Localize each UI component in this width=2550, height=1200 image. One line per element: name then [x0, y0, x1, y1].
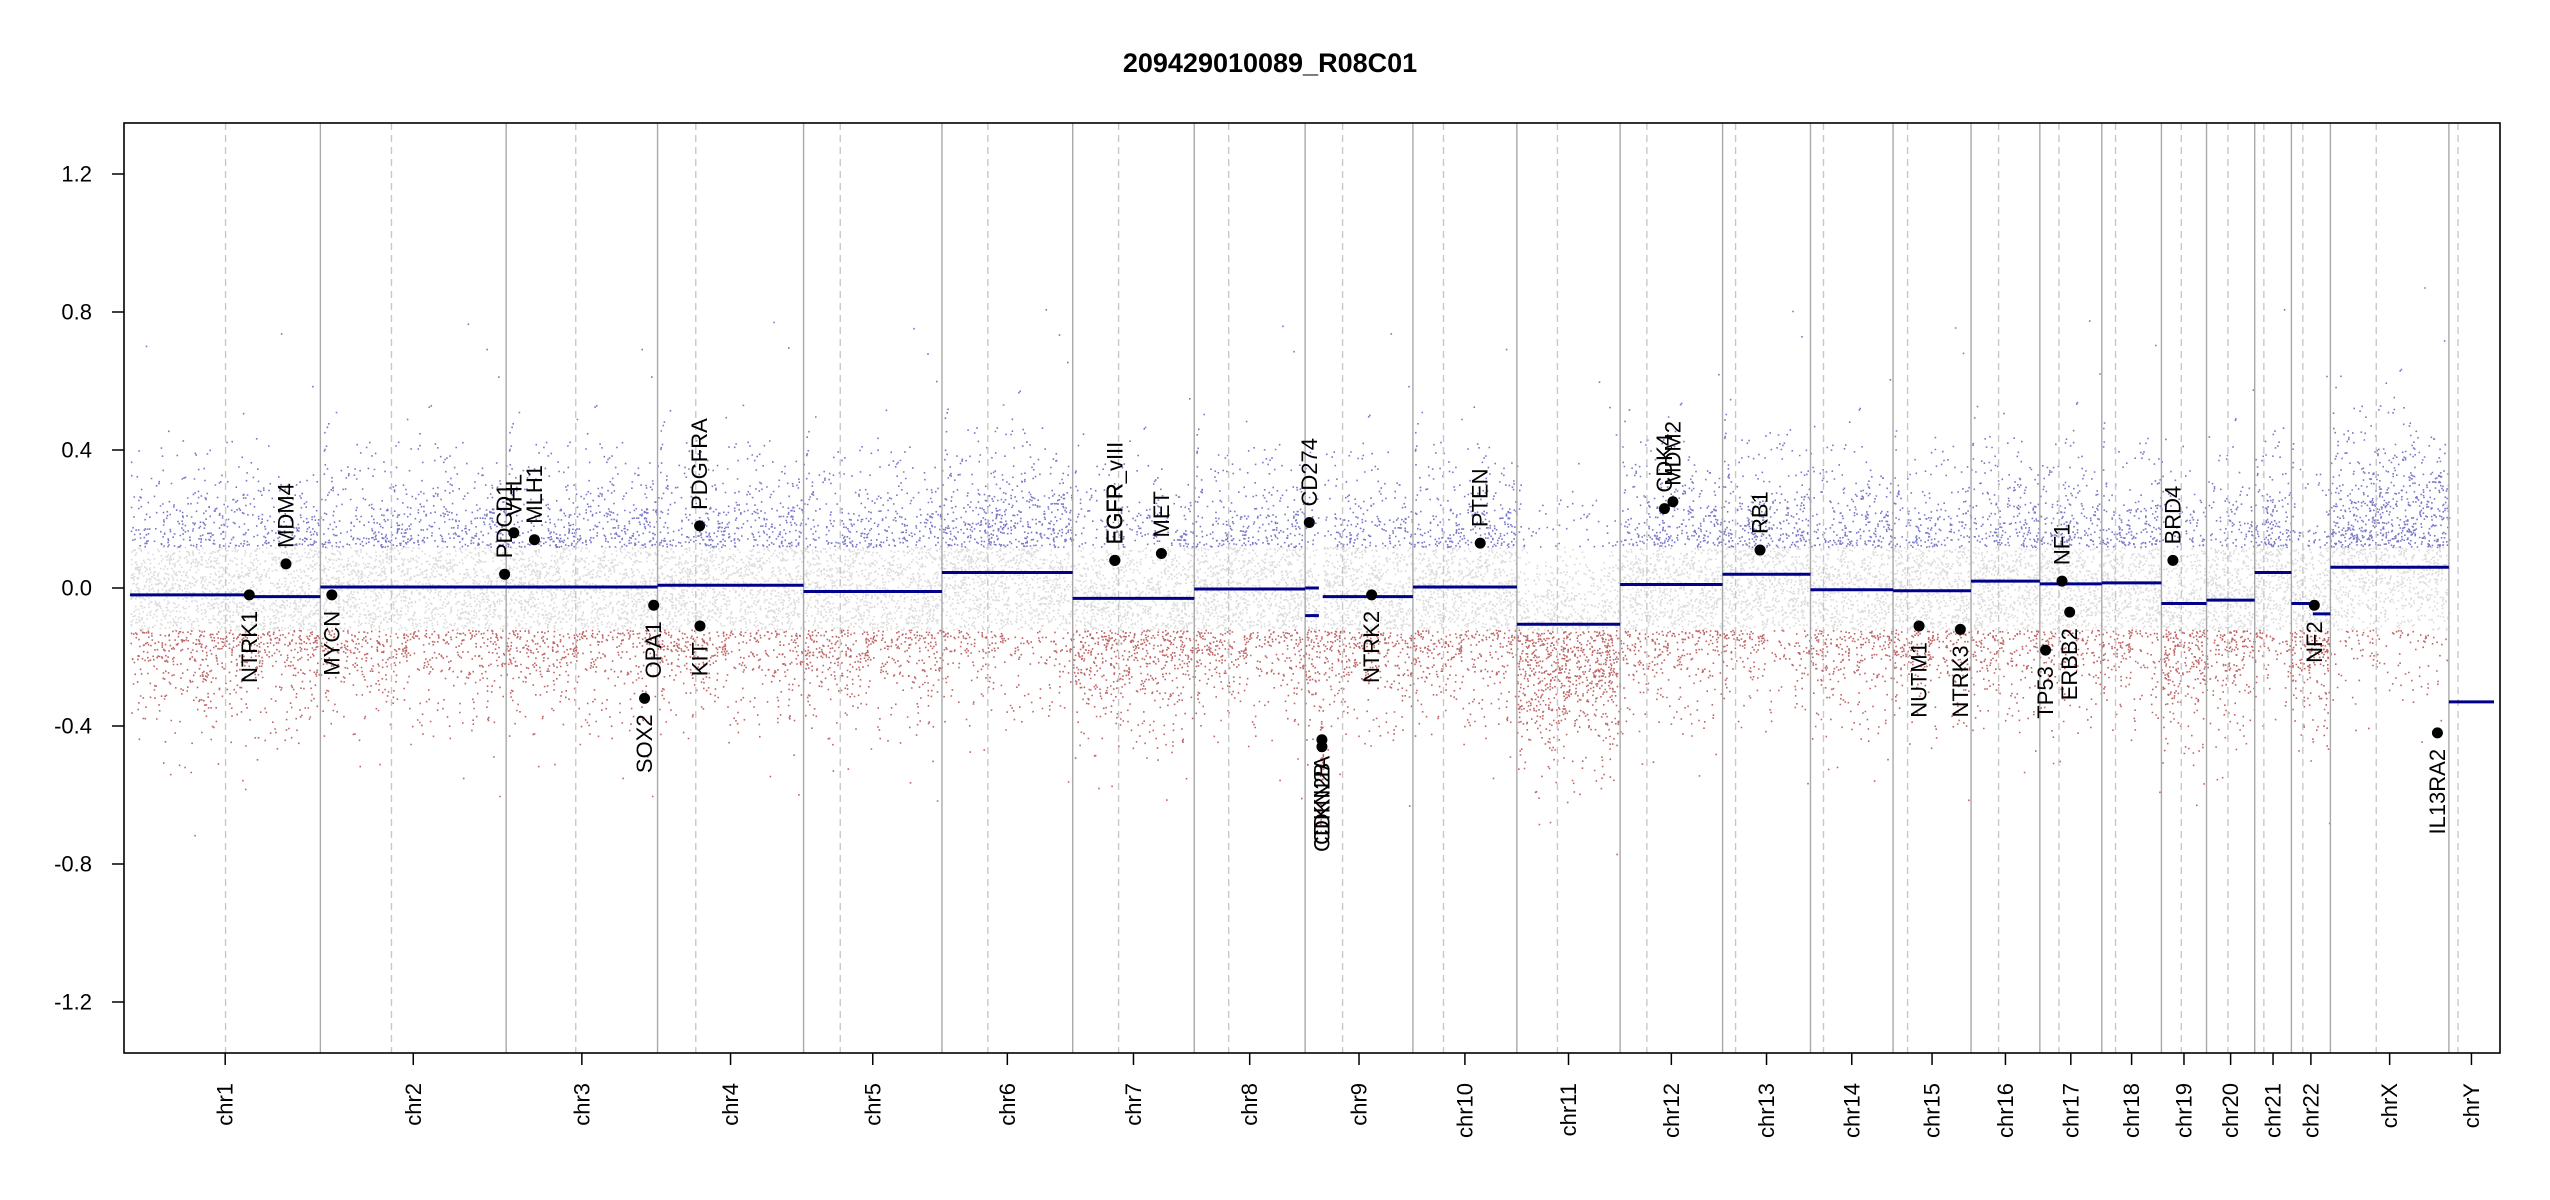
x-tick-label: chr2: [401, 1083, 426, 1126]
gene-marker: [2308, 599, 2320, 611]
gene-label: EGFR: [1102, 483, 1127, 544]
gene-marker: [2056, 575, 2068, 587]
gene-marker: [694, 620, 706, 632]
gene-label: EGFR_vIII: [1102, 442, 1127, 545]
y-tick-label: -0.4: [54, 714, 92, 739]
x-tick-label: chr16: [1993, 1083, 2018, 1138]
gene-label: KIT: [688, 642, 713, 676]
gene-label: SOX2: [632, 714, 657, 773]
x-tick-label: chr22: [2298, 1083, 2323, 1138]
gene-label: OPA1: [641, 621, 666, 678]
gene-marker: [2431, 727, 2443, 739]
gene-label: PDCD1: [492, 484, 517, 559]
y-tick-label: -1.2: [54, 990, 92, 1015]
gene-marker: [2064, 606, 2076, 618]
gene-marker: [280, 558, 292, 570]
gene-marker: [1366, 589, 1378, 601]
gene-label: NF2: [2302, 621, 2327, 663]
x-tick-label: chr19: [2172, 1083, 2197, 1138]
x-tick-label: chr3: [569, 1083, 594, 1126]
gene-marker: [499, 568, 511, 580]
gene-marker: [1303, 516, 1315, 528]
x-tick-label: chr4: [718, 1083, 743, 1126]
x-tick-label: chr12: [1659, 1083, 1684, 1138]
gene-label: CD274: [1297, 438, 1322, 506]
x-tick-label: chr11: [1556, 1083, 1581, 1136]
gene-marker: [528, 534, 540, 546]
x-tick-label: chrY: [2459, 1083, 2484, 1129]
gene-label: PDGFRA: [687, 418, 712, 510]
x-tick-label: chr5: [860, 1083, 885, 1126]
probe-dots-loss: [130, 629, 2449, 856]
gene-label: NF1: [2050, 524, 2075, 566]
x-tick-label: chr21: [2261, 1083, 2286, 1138]
gene-marker: [1754, 544, 1766, 556]
gene-marker: [508, 527, 520, 539]
probe-dots-neutral: [130, 546, 2451, 631]
segments: [130, 565, 2494, 752]
gene-marker: [2040, 644, 2052, 656]
y-tick-label: 0.8: [61, 300, 92, 325]
gene-label: NUTM1: [1907, 642, 1932, 718]
x-tick-label: chrX: [2377, 1083, 2402, 1129]
gene-marker: [1667, 496, 1679, 508]
gene-label: CDK4: [1652, 434, 1677, 493]
gene-label: RB1: [1748, 491, 1773, 534]
x-tick-label: chr6: [995, 1083, 1020, 1126]
gene-marker: [1474, 537, 1486, 549]
gene-marker: [648, 599, 660, 611]
gene-label: PTEN: [1468, 468, 1493, 527]
x-tick-label: chr9: [1347, 1083, 1372, 1126]
probe-dots: [130, 287, 2451, 856]
gene-marker: [1658, 503, 1670, 515]
gene-marker: [1316, 741, 1328, 753]
gene-marker: [639, 692, 651, 704]
gene-label: ERBB2: [2057, 628, 2082, 700]
x-tick-label: chr8: [1237, 1083, 1262, 1126]
x-tick-label: chr17: [2058, 1083, 2083, 1138]
gene-marker: [2167, 554, 2179, 566]
gene-label: MET: [1149, 491, 1174, 537]
gene-marker: [1109, 554, 1121, 566]
gene-marker: [1155, 548, 1167, 559]
gene-label: CDKN2B: [1309, 763, 1334, 852]
gene-label: IL13RA2: [2425, 749, 2450, 835]
gene-label: MDM4: [274, 483, 299, 548]
x-tick-label: chr20: [2218, 1083, 2243, 1138]
gene-label: MLH1: [522, 465, 547, 524]
gene-marker: [326, 589, 338, 601]
x-tick-label: chr14: [1839, 1083, 1864, 1138]
y-tick-label: 0.4: [61, 438, 92, 463]
x-tick-label: chr10: [1452, 1083, 1477, 1138]
gene-label: MDM2: [1660, 421, 1685, 486]
x-tick-label: chr15: [1920, 1083, 1945, 1138]
y-tick-label: -0.8: [54, 852, 92, 877]
gene-marker: [1954, 623, 1966, 635]
x-tick-label: chr1: [213, 1083, 238, 1126]
chart-title: 209429010089_R08C01: [1123, 48, 1417, 78]
x-tick-label: chr7: [1121, 1083, 1146, 1126]
y-tick-label: 1.2: [61, 162, 92, 187]
gene-label: NTRK1: [237, 611, 262, 683]
gene-label: CDKN2A: [1309, 755, 1334, 845]
y-axis: 1.2 0.8 0.4 0.0 -0.4 -0.8 -1.2: [54, 162, 124, 1015]
gene-marker: [694, 520, 706, 532]
gene-label: MYCN: [319, 611, 344, 676]
gene-label: NTRK2: [1359, 611, 1384, 683]
gene-label: BRD4: [2160, 486, 2185, 545]
x-tick-label: chr18: [2119, 1083, 2144, 1138]
x-axis: chr1 chr2 chr3 chr4 chr5 chr6 chr7 chr8 chr9 chr1…: [213, 1053, 2484, 1138]
gene-label: NTRK3: [1948, 645, 1973, 717]
gene-label: TP53: [2033, 666, 2058, 719]
y-tick-label: 0.0: [61, 576, 92, 601]
x-tick-label: chr13: [1754, 1083, 1779, 1138]
gene-label: VHL: [501, 474, 526, 517]
gene-marker: [243, 589, 255, 601]
gene-marker: [1913, 620, 1925, 632]
chromosome-dividers: [224, 123, 2459, 1053]
